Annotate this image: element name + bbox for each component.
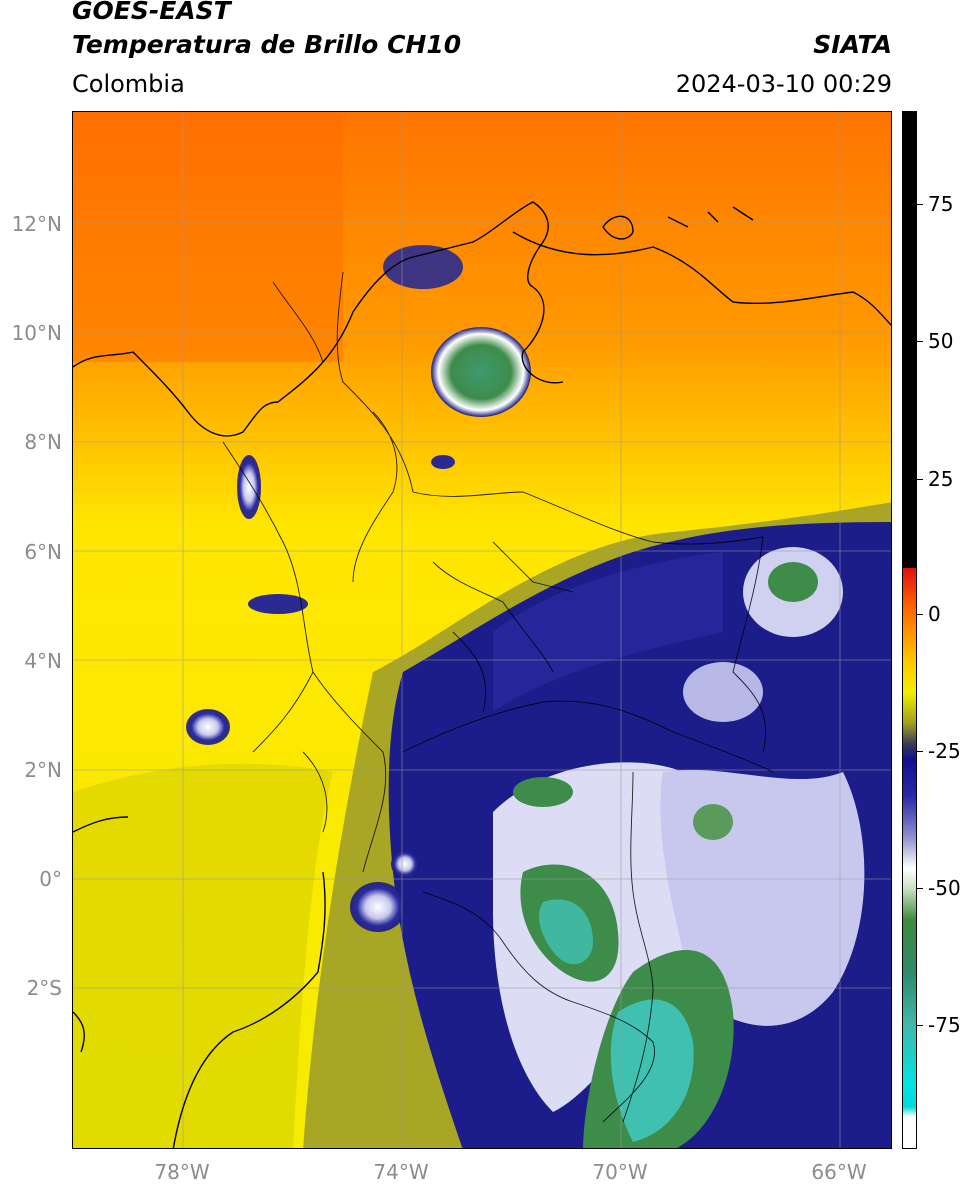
lon-label-66w: 66°W — [811, 1160, 867, 1184]
colorbar-tick — [917, 1025, 923, 1026]
lon-label-74w: 74°W — [373, 1160, 429, 1184]
temperature-colorbar — [902, 111, 917, 1149]
colorbar-tick — [917, 751, 923, 752]
lat-label-8n: 8°N — [24, 430, 62, 454]
blue-north — [493, 552, 723, 712]
olive-west — [73, 763, 333, 1148]
warm-region — [73, 112, 343, 362]
colorbar-tick — [917, 204, 923, 205]
white-core-mid — [683, 662, 763, 722]
datetime-label: 2024-03-10 00:29 — [675, 70, 892, 98]
green-core-3 — [513, 777, 573, 807]
teal-core-1 — [538, 899, 593, 965]
lat-label-4n: 4°N — [24, 649, 62, 673]
lat-label-2s: 2°S — [26, 976, 62, 1000]
green-core-e — [693, 804, 733, 840]
colorbar-label-75: 75 — [928, 192, 954, 216]
storm-cell-choco — [237, 455, 261, 519]
colorbar-label-neg25: -25 — [928, 739, 961, 763]
storm-cell-small — [431, 455, 455, 469]
storm-cell-sw2 — [391, 850, 419, 878]
storm-cell-guajira — [383, 245, 463, 289]
coastlines — [73, 201, 891, 1148]
satellite-map — [72, 111, 892, 1149]
colorbar-tick — [917, 479, 923, 480]
colorbar-tick — [917, 341, 923, 342]
colorbar-tick — [917, 614, 923, 615]
colorbar-label-25: 25 — [928, 467, 954, 491]
colorbar-label-0: 0 — [928, 602, 941, 626]
title-satellite: GOES-EAST — [72, 0, 231, 25]
storm-cell-north — [431, 327, 531, 417]
lat-label-2n: 2°N — [24, 758, 62, 782]
lat-label-6n: 6°N — [24, 540, 62, 564]
green-core-ne — [768, 562, 818, 602]
admin-borders — [222, 271, 774, 1123]
colorbar-label-neg75: -75 — [928, 1013, 961, 1037]
lat-label-0: 0° — [39, 867, 62, 891]
lon-label-70w: 70°W — [592, 1160, 648, 1184]
lat-label-10n: 10°N — [11, 321, 62, 345]
storm-cell-pacific — [186, 709, 230, 745]
colorbar-label-neg50: -50 — [928, 876, 961, 900]
map-canvas — [73, 112, 891, 1148]
region-label: Colombia — [72, 70, 185, 98]
lat-label-12n: 12°N — [11, 212, 62, 236]
storm-cell-sw — [350, 882, 406, 932]
brand-label: SIATA — [813, 30, 892, 59]
title-product: Temperatura de Brillo CH10 — [72, 30, 462, 59]
lon-label-78w: 78°W — [154, 1160, 210, 1184]
teal-core-2 — [610, 999, 694, 1142]
storm-cell-west — [248, 594, 308, 614]
graticule — [73, 112, 891, 1148]
colorbar-tick — [917, 888, 923, 889]
colorbar-label-50: 50 — [928, 329, 954, 353]
